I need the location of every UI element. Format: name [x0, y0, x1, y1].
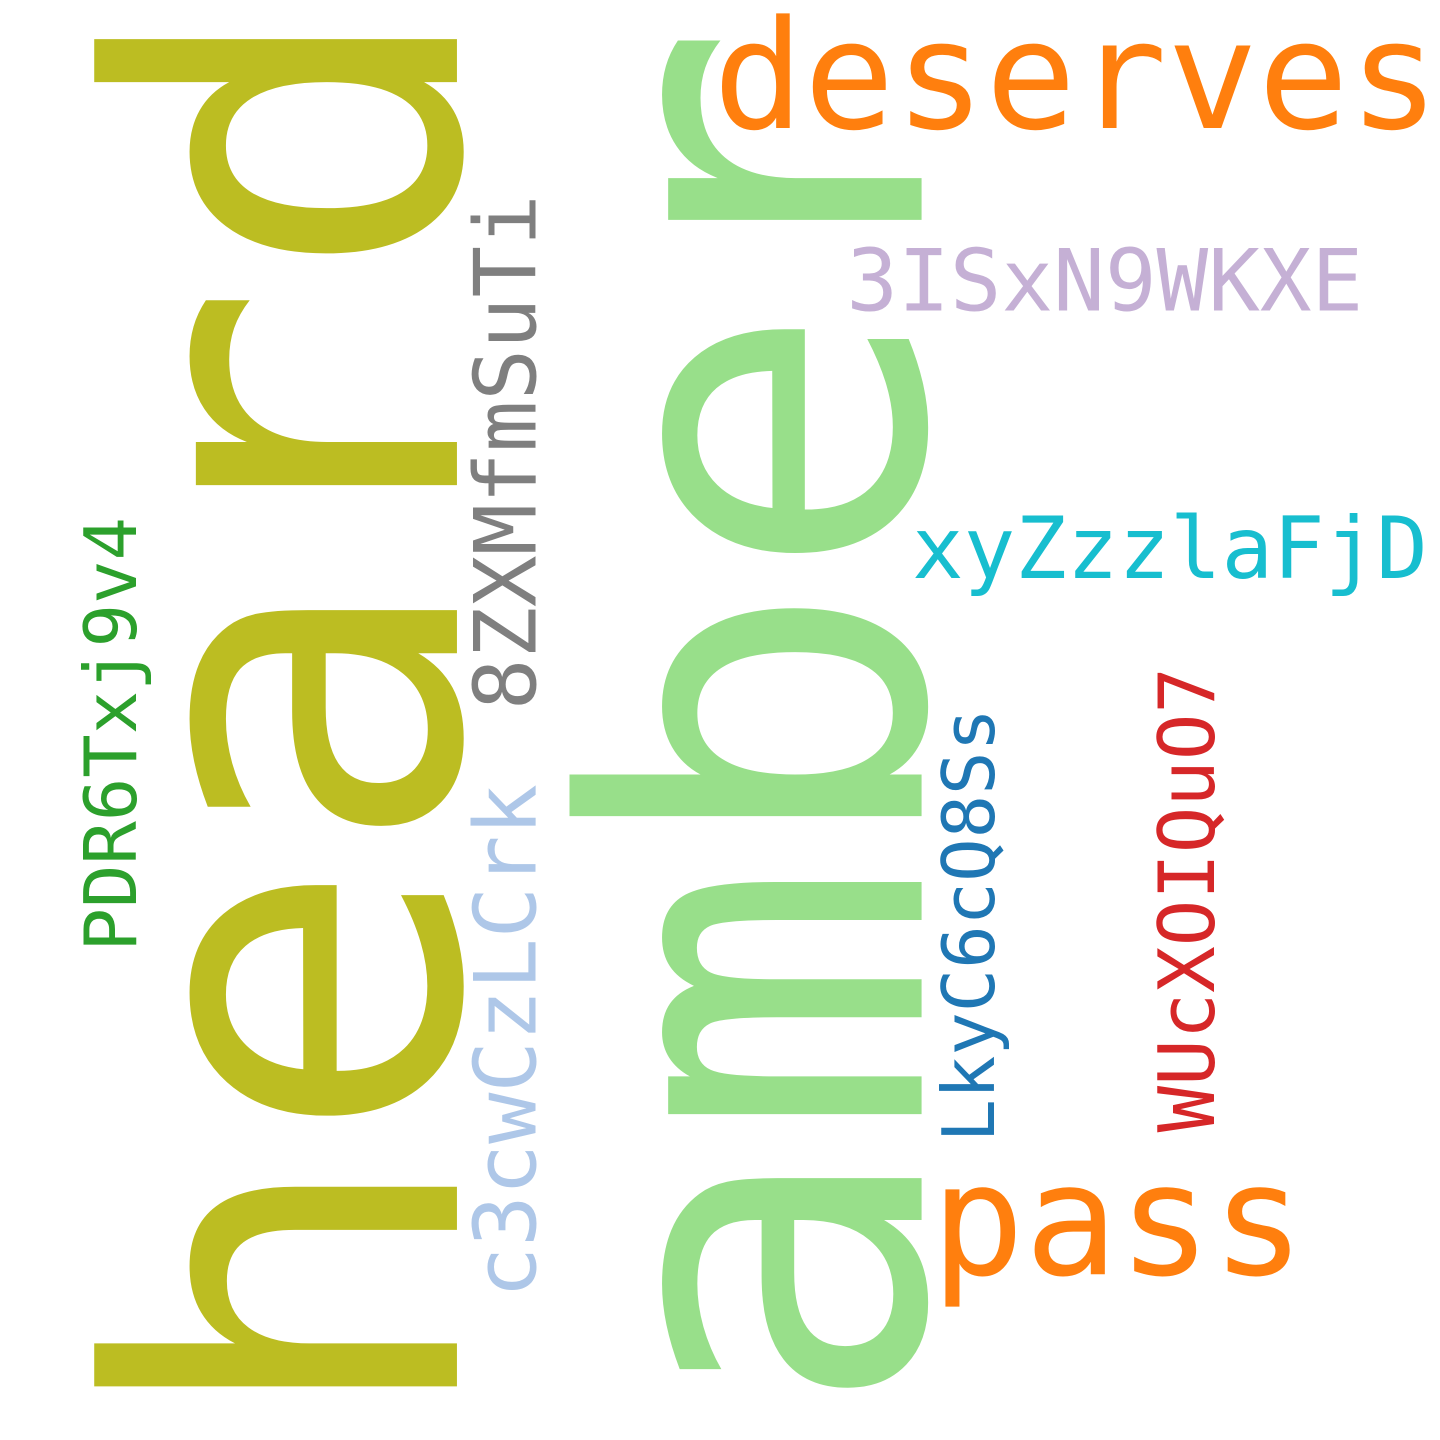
word-c3cwCzLCrk: c3cwCzLCrk — [457, 784, 557, 1299]
word-pass: pass — [931, 1130, 1306, 1312]
word-3ISxN9WKXE: 3ISxN9WKXE — [846, 231, 1364, 332]
word-PDR6Txj9v4: PDR6Txj9v4 — [69, 517, 154, 952]
word-deserves: deserves — [712, 0, 1440, 165]
word-WUcXOIQuO7: WUcXOIQuO7 — [1143, 667, 1234, 1133]
word-8ZXMfmSuTi: 8ZXMfmSuTi — [456, 194, 557, 711]
word-LkyC6cQ8Ss: LkyC6cQ8Ss — [927, 708, 1012, 1143]
word-xyZzzlaFjD: xyZzzlaFjD — [912, 498, 1428, 599]
